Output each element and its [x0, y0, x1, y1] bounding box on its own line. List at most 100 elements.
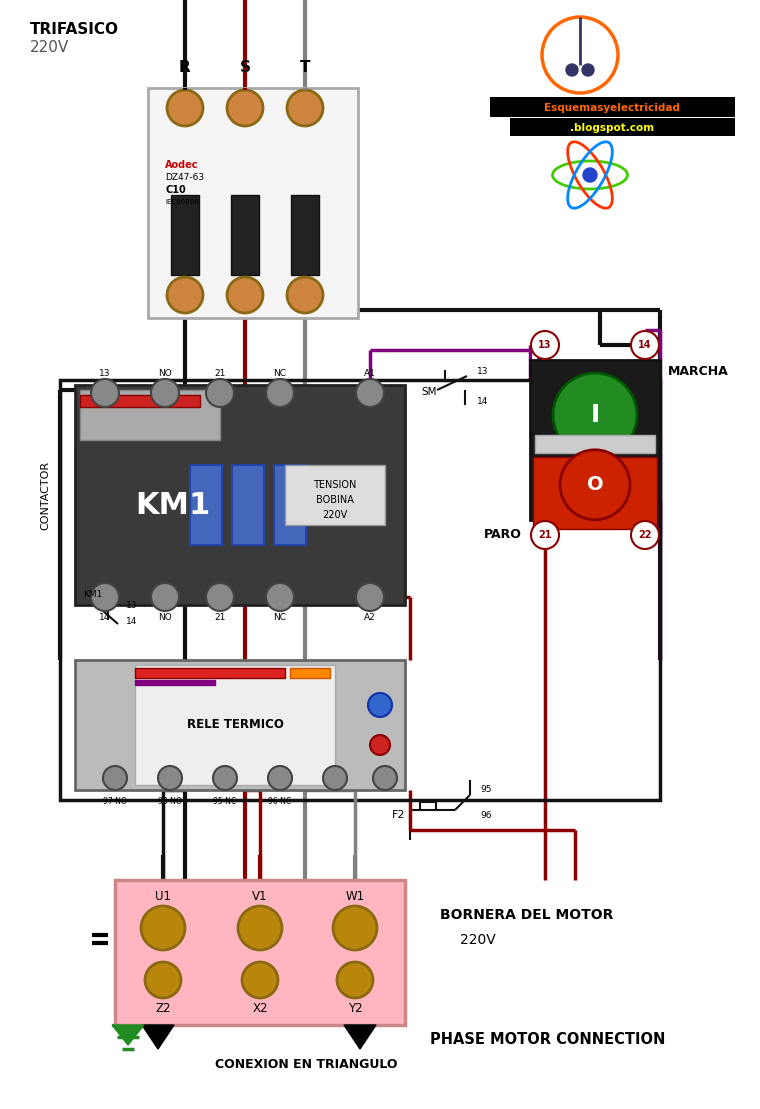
Text: NO: NO: [158, 612, 172, 621]
Text: 220V: 220V: [460, 933, 496, 947]
Text: F2: F2: [391, 810, 405, 820]
Bar: [80, 395, 200, 407]
Text: PHASE MOTOR CONNECTION: PHASE MOTOR CONNECTION: [430, 1032, 665, 1048]
Text: Aodec: Aodec: [165, 160, 198, 170]
Circle shape: [631, 521, 659, 549]
Circle shape: [560, 450, 630, 520]
Circle shape: [91, 583, 119, 611]
Circle shape: [287, 277, 323, 313]
Bar: [290, 668, 330, 678]
Text: BOBINA: BOBINA: [316, 495, 354, 505]
Text: U1: U1: [155, 889, 171, 903]
Text: 22: 22: [638, 530, 652, 540]
Circle shape: [268, 766, 292, 790]
Bar: [285, 465, 385, 525]
Text: 13: 13: [126, 600, 138, 610]
Text: SP: SP: [589, 502, 602, 512]
Circle shape: [531, 330, 559, 359]
Text: 96: 96: [480, 811, 492, 820]
Circle shape: [227, 277, 263, 313]
Circle shape: [206, 583, 234, 611]
Bar: [232, 465, 264, 545]
Text: 220V: 220V: [30, 40, 69, 55]
Text: TRIFASICO: TRIFASICO: [30, 22, 119, 37]
Bar: [231, 195, 259, 275]
Text: 93 NO: 93 NO: [158, 797, 182, 806]
Circle shape: [227, 90, 263, 126]
Text: A2: A2: [364, 612, 376, 621]
Bar: [115, 881, 405, 1025]
Circle shape: [242, 962, 278, 998]
Circle shape: [266, 583, 294, 611]
Bar: [60, 380, 660, 800]
Text: 21: 21: [538, 530, 552, 540]
Circle shape: [151, 583, 179, 611]
Text: R: R: [179, 61, 191, 75]
Text: Esquemasyelectricidad: Esquemasyelectricidad: [544, 103, 680, 113]
Text: 22: 22: [642, 512, 654, 521]
Circle shape: [103, 766, 127, 790]
Bar: [135, 680, 215, 685]
Text: DZ47-63: DZ47-63: [165, 173, 204, 183]
Circle shape: [323, 766, 347, 790]
Text: T: T: [299, 61, 310, 75]
Circle shape: [213, 766, 237, 790]
Text: 220V: 220V: [322, 510, 347, 520]
Circle shape: [373, 766, 397, 790]
Bar: [148, 88, 358, 318]
Bar: [535, 435, 655, 452]
Circle shape: [145, 962, 181, 998]
Text: 14: 14: [100, 612, 111, 621]
Text: 21: 21: [214, 612, 226, 621]
Text: Z2: Z2: [155, 1001, 171, 1015]
Circle shape: [141, 906, 185, 950]
Text: TENSION: TENSION: [313, 480, 356, 490]
Circle shape: [368, 693, 392, 718]
Text: 13: 13: [100, 368, 111, 377]
Circle shape: [566, 64, 578, 77]
Bar: [274, 465, 306, 545]
Circle shape: [370, 735, 390, 755]
Text: BORNERA DEL MOTOR: BORNERA DEL MOTOR: [440, 908, 613, 922]
Circle shape: [91, 379, 119, 407]
Text: W1: W1: [346, 889, 365, 903]
Circle shape: [582, 64, 594, 77]
Text: NC: NC: [274, 612, 287, 621]
Circle shape: [238, 906, 282, 950]
Text: C10: C10: [165, 185, 185, 195]
Text: Y2: Y2: [347, 1001, 363, 1015]
Text: KM1: KM1: [135, 490, 211, 519]
Circle shape: [266, 379, 294, 407]
Text: 97 NO: 97 NO: [103, 797, 127, 806]
Text: 13: 13: [538, 340, 552, 350]
Circle shape: [356, 583, 384, 611]
Circle shape: [531, 521, 559, 549]
Text: 21: 21: [642, 482, 654, 491]
Polygon shape: [344, 1025, 376, 1049]
Bar: [190, 465, 222, 545]
Text: A1: A1: [364, 368, 376, 377]
Text: NO: NO: [158, 368, 172, 377]
Text: 14: 14: [126, 618, 138, 627]
Text: S: S: [239, 61, 251, 75]
Bar: [530, 360, 660, 520]
Circle shape: [287, 90, 323, 126]
Bar: [420, 802, 436, 810]
Polygon shape: [112, 1025, 144, 1045]
Circle shape: [167, 277, 203, 313]
Bar: [75, 385, 405, 606]
Bar: [490, 96, 735, 118]
Text: V1: V1: [252, 889, 268, 903]
Bar: [291, 195, 319, 275]
Bar: [75, 660, 405, 790]
Text: CONEXION EN TRIANGULO: CONEXION EN TRIANGULO: [215, 1058, 397, 1071]
Text: .blogspot.com: .blogspot.com: [570, 123, 654, 133]
Bar: [510, 118, 735, 136]
Text: RELE TERMICO: RELE TERMICO: [186, 719, 283, 732]
Circle shape: [553, 373, 637, 457]
Circle shape: [356, 379, 384, 407]
Bar: [135, 668, 285, 678]
Bar: [80, 390, 220, 440]
Bar: [533, 457, 657, 529]
Polygon shape: [142, 1025, 174, 1049]
